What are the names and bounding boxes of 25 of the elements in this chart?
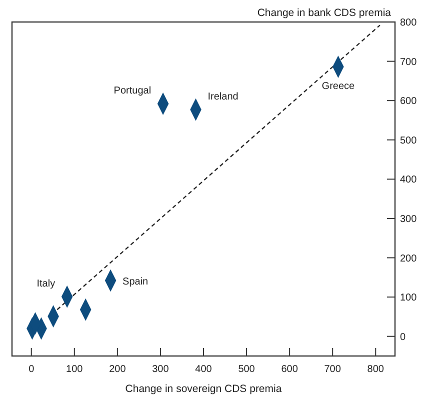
y-tick-label: 0 — [400, 332, 406, 343]
annotation: Ireland — [208, 92, 238, 103]
y-axis-title: Change in bank CDS premia — [257, 7, 392, 19]
x-tick-label: 700 — [324, 364, 342, 375]
x-tick-label: 500 — [238, 364, 256, 375]
x-tick-label: 600 — [281, 364, 298, 375]
x-tick-label: 800 — [367, 364, 384, 375]
x-axis-title: Change in sovereign CDS premia — [125, 383, 282, 395]
y-tick-label: 200 — [400, 253, 418, 264]
y-tick-label: 500 — [400, 135, 418, 146]
annotation: Italy — [36, 278, 56, 290]
x-tick-label: 0 — [28, 364, 35, 375]
y-tick-label: 600 — [400, 96, 418, 108]
x-tick-label: 300 — [152, 364, 170, 375]
annotation: Portugal — [114, 86, 152, 97]
x-tick-label: 100 — [66, 364, 84, 375]
y-tick-label: 400 — [400, 174, 418, 186]
annotation: Greece — [322, 80, 356, 92]
x-tick-label: 200 — [109, 364, 126, 375]
y-tick-label: 800 — [400, 18, 418, 28]
annotation: Spain — [122, 276, 148, 288]
x-tick-label: 400 — [195, 364, 212, 375]
y-tick-label: 100 — [400, 292, 418, 304]
y-tick-label: 300 — [400, 214, 418, 225]
y-tick-label: 700 — [400, 56, 418, 68]
